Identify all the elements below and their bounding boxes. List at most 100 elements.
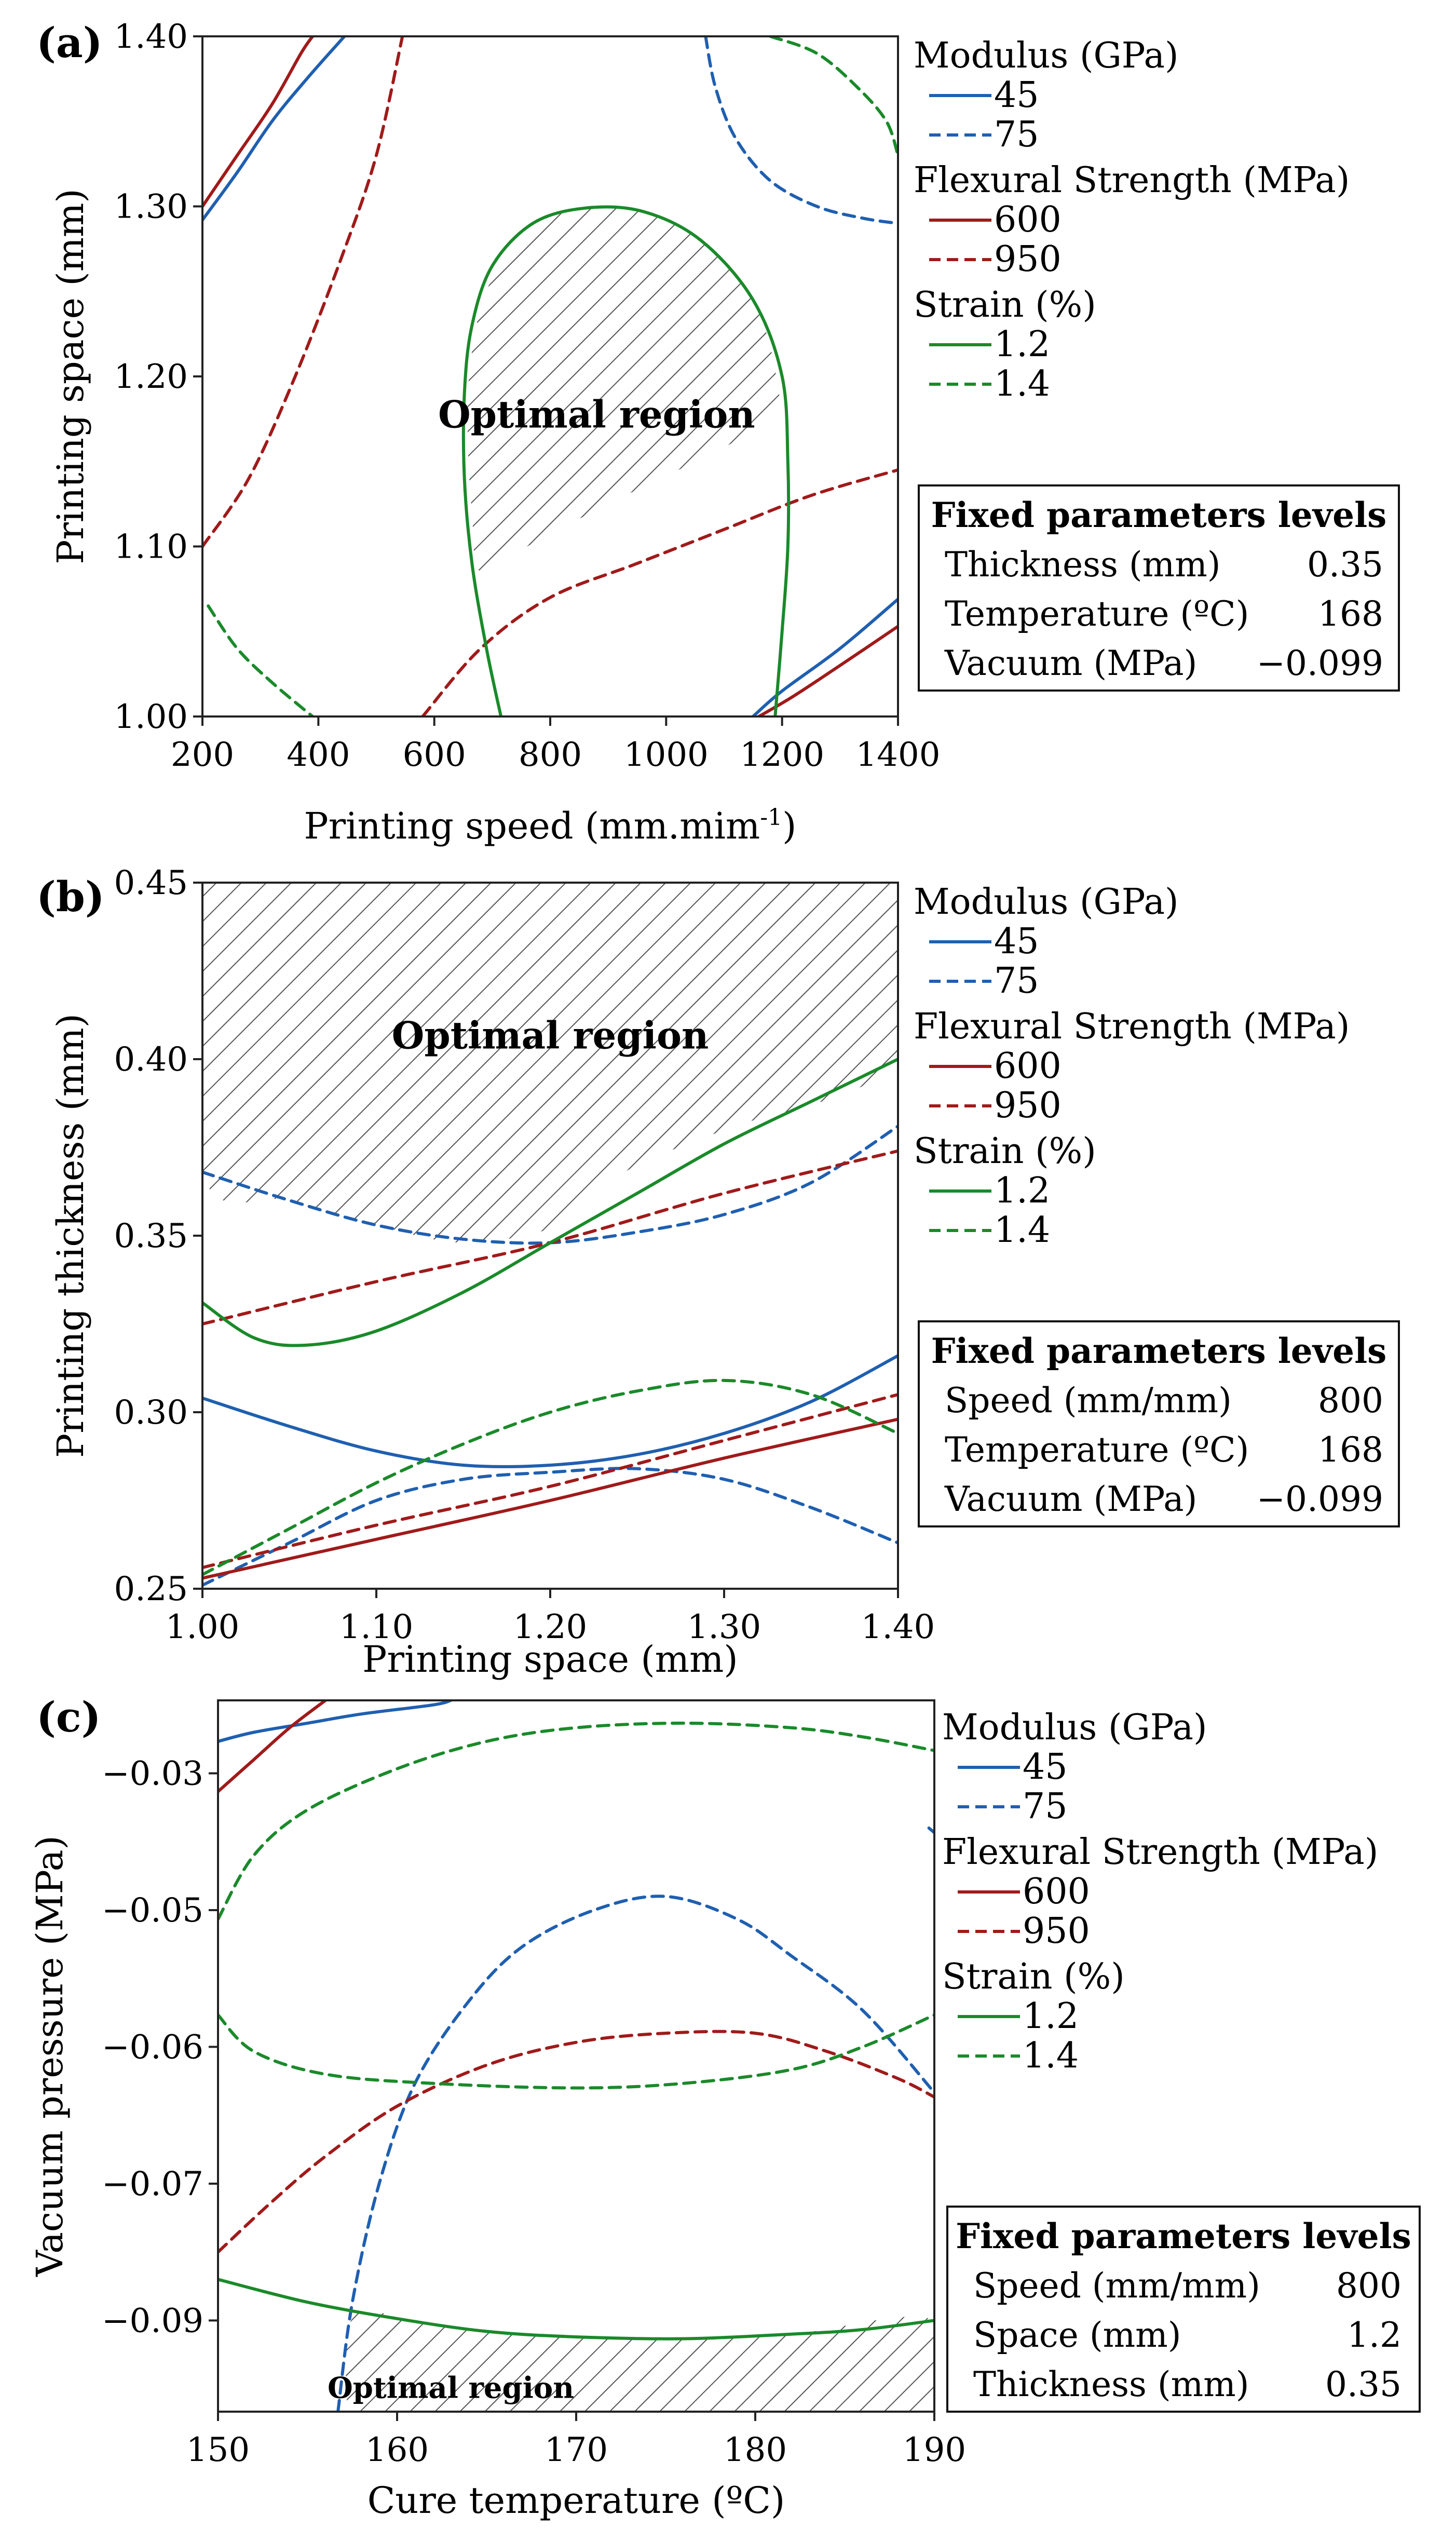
y-tick-label: 0.25	[114, 1570, 188, 1608]
x-tick-label: 160	[365, 2431, 429, 2469]
legend-group-title: Modulus (GPa)	[942, 1707, 1207, 1748]
series-line-strength-dashed-1	[202, 1393, 898, 1570]
fixed-param-label: Space (mm)	[973, 2315, 1181, 2355]
legend-group-title: Flexural Strength (MPa)	[914, 160, 1350, 201]
fixed-parameters-box: Fixed parameters levels Speed (mm/mm) 800 T…	[918, 1320, 1400, 1527]
series-line-modulus-dashed-0	[336, 1895, 934, 2412]
legend-group-title: Strain (%)	[914, 285, 1096, 326]
chart-panel-0: (a) 200 400 600 800 1000 1200 1400 1.00 1.10 1.20 1…	[36, 18, 1400, 847]
fixed-param-label: Temperature (ºC)	[945, 1430, 1249, 1470]
legend-entry-label: 600	[994, 199, 1062, 240]
fixed-param-value: 168	[1318, 594, 1383, 634]
fixed-param-label: Vacuum (MPa)	[944, 643, 1197, 683]
fixed-box-title: Fixed parameters levels	[931, 1331, 1387, 1371]
x-tick-label: 800	[519, 736, 582, 774]
series-line-modulus-solid-1	[751, 598, 898, 716]
optimal-region	[467, 208, 780, 573]
fixed-param-label: Thickness (mm)	[945, 545, 1221, 585]
y-tick-label: 1.00	[114, 698, 188, 736]
optimal-region	[345, 2310, 934, 2412]
x-tick-label: 600	[403, 736, 466, 774]
fixed-param-value: 168	[1318, 1430, 1383, 1470]
legend-group-title: Flexural Strength (MPa)	[914, 1006, 1350, 1047]
fixed-box-frame	[918, 1320, 1400, 1527]
series-line-strength-dashed-0	[202, 36, 404, 548]
x-tick-label: 200	[171, 736, 234, 774]
series-line-modulus-dashed-0	[704, 36, 898, 225]
fixed-param-value: 800	[1318, 1381, 1383, 1421]
y-axis-title: Printing space (mm)	[49, 188, 92, 564]
fixed-param-label: Thickness (mm)	[973, 2364, 1249, 2404]
series-line-strain-solid-0	[218, 2278, 934, 2341]
y-tick-label: −0.06	[102, 2028, 203, 2066]
legend-entry-label: 1.4	[994, 363, 1050, 404]
y-tick-label: 0.40	[114, 1040, 188, 1079]
legend-group-title: Flexural Strength (MPa)	[942, 1832, 1378, 1873]
fixed-param-label: Vacuum (MPa)	[944, 1479, 1197, 1519]
charts-root: (a) 200 400 600 800 1000 1200 1400 1.00 1.10 1.20 1…	[29, 18, 1421, 2522]
series-line-strength-solid-0	[218, 1700, 327, 1793]
optimal-region-label: Optimal region	[392, 1013, 709, 1058]
fixed-param-value: −0.099	[1257, 643, 1383, 683]
series-line-modulus-solid-0	[202, 36, 346, 222]
series-lines	[202, 36, 898, 716]
fixed-param-value: 800	[1336, 2266, 1401, 2306]
series-line-modulus-solid-0	[218, 1700, 453, 1743]
chart-panel-2: (c) 150 160 170 180 190 −0.03 −0.05 −0.06 −0.07 −0…	[29, 1693, 1421, 2522]
legend-entry-label: 75	[994, 961, 1039, 1002]
y-tick-label: 1.20	[114, 358, 188, 396]
legend-entry-label: 950	[994, 239, 1062, 280]
y-tick-label: 1.30	[114, 188, 188, 226]
legend-entry-label: 1.2	[994, 1170, 1050, 1211]
x-tick-label: 1.20	[513, 1608, 588, 1646]
legend-entry-label: 950	[1023, 1911, 1090, 1952]
y-tick-label: −0.03	[102, 1755, 203, 1793]
legend-entry-label: 600	[1023, 1871, 1090, 1912]
panel-label: (b)	[36, 872, 105, 921]
series-line-strength-dashed-0	[218, 2030, 934, 2254]
panel-label: (a)	[36, 18, 103, 67]
fixed-parameters-box: Fixed parameters levels Thickness (mm) 0.3…	[918, 484, 1400, 692]
legend-group-title: Modulus (GPa)	[914, 35, 1179, 76]
x-tick-label: 170	[545, 2431, 608, 2469]
x-tick-label: 1.00	[166, 1608, 240, 1646]
legend-entry-label: 75	[994, 114, 1039, 155]
x-tick-label: 1.10	[339, 1608, 414, 1646]
series-line-strength-dashed-1	[421, 468, 898, 716]
series-line-strain-dashed-0	[202, 1378, 898, 1576]
legend-entry-label: 45	[1023, 1747, 1068, 1788]
legend-group-title: Modulus (GPa)	[914, 882, 1179, 923]
x-axis-title: Printing space (mm)	[362, 1638, 738, 1681]
series-line-strength-solid-0	[202, 36, 315, 208]
fixed-param-label: Speed (mm/mm)	[945, 1381, 1232, 1421]
legend-entry-label: 950	[994, 1085, 1062, 1126]
x-tick-label: 1200	[740, 736, 824, 774]
y-tick-label: −0.07	[102, 2165, 203, 2203]
x-tick-label: 180	[724, 2431, 787, 2469]
fixed-param-value: −0.099	[1257, 1479, 1383, 1519]
optimal-region-label: Optimal region	[328, 2371, 574, 2405]
x-axis-title: Printing speed (mm.mim-1)	[304, 804, 797, 847]
y-axis-title: Printing thickness (mm)	[49, 1013, 92, 1458]
legend-entry-label: 1.4	[1023, 2035, 1079, 2076]
y-tick-label: 0.45	[114, 864, 188, 902]
series-line-modulus-solid-0	[202, 1354, 898, 1468]
legend-entry-label: 45	[994, 921, 1039, 962]
fixed-box-title: Fixed parameters levels	[956, 2216, 1411, 2256]
fixed-box-frame	[918, 484, 1400, 692]
fixed-param-label: Temperature (ºC)	[945, 594, 1249, 634]
y-tick-label: 1.10	[114, 528, 188, 566]
x-tick-label: 150	[186, 2431, 250, 2469]
x-tick-label: 1400	[856, 736, 941, 774]
y-tick-label: −0.05	[102, 1891, 203, 1930]
optimal-region-label: Optimal region	[438, 392, 755, 436]
y-tick-label: 1.40	[114, 18, 188, 56]
fixed-param-value: 1.2	[1347, 2315, 1401, 2355]
legend-entry-label: 1.2	[994, 324, 1050, 365]
fixed-param-value: 0.35	[1307, 545, 1383, 585]
series-line-strain-dashed-0	[207, 604, 315, 716]
series-line-strength-solid-0	[202, 1417, 898, 1580]
